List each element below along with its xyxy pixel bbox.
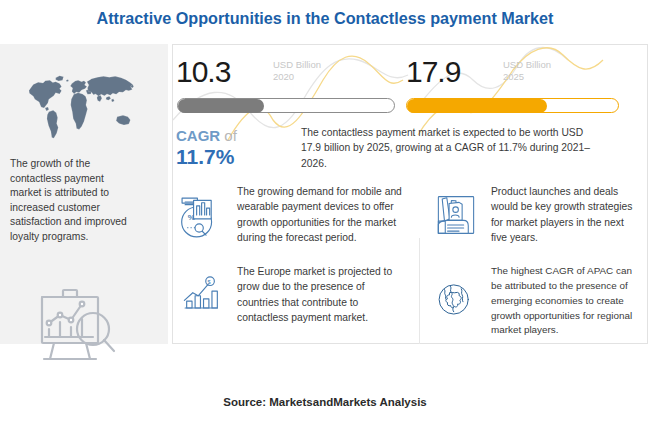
svg-text:$: $: [208, 279, 212, 285]
